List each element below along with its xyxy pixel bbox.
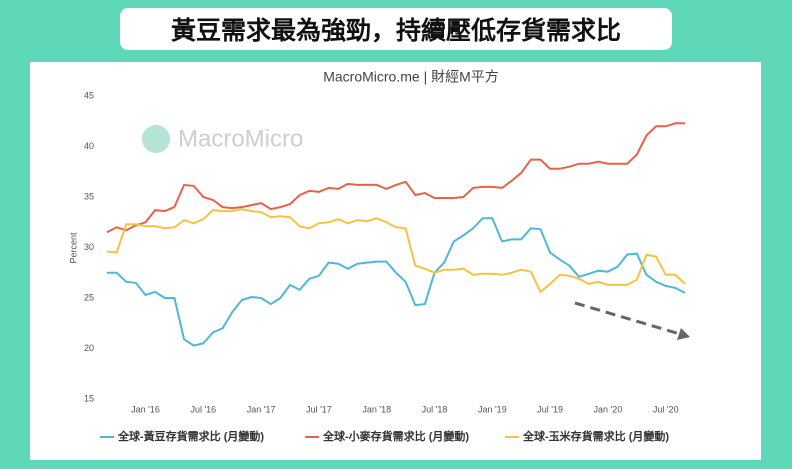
x-tick-label: Jul '16: [190, 404, 216, 414]
y-tick-label: 30: [84, 242, 94, 252]
legend-label: 全球-玉米存貨需求比 (月變動): [522, 429, 669, 443]
x-tick-label: Jul '18: [422, 404, 448, 414]
trend-arrow-head: [677, 328, 690, 340]
series-line: [107, 217, 686, 347]
x-tick-label: Jul '19: [537, 404, 563, 414]
y-axis-label: Percent: [68, 232, 78, 264]
watermark: MacroMicro: [178, 125, 303, 152]
x-tick-label: Jan '18: [362, 404, 391, 414]
x-tick-label: Jan '19: [478, 404, 507, 414]
watermark-logo: [142, 125, 170, 153]
y-tick-label: 20: [84, 343, 94, 353]
x-tick-label: Jan '17: [247, 404, 276, 414]
page-title: 黃豆需求最為強勁，持續壓低存貨需求比: [120, 8, 672, 50]
y-tick-label: 35: [84, 191, 94, 201]
trend-arrow: [574, 301, 681, 336]
x-tick-label: Jan '20: [594, 404, 623, 414]
x-tick-label: Jul '20: [653, 404, 679, 414]
y-tick-label: 45: [84, 90, 94, 100]
x-tick-label: Jan '16: [131, 404, 160, 414]
y-tick-label: 15: [84, 393, 94, 403]
y-tick-label: 25: [84, 292, 94, 302]
legend-label: 全球-小麥存貨需求比 (月變動): [322, 429, 469, 443]
chart-subtitle: MacroMicro.me | 財經M平方: [323, 69, 499, 85]
x-tick-label: Jul '17: [306, 404, 332, 414]
series-line: [106, 208, 686, 294]
series-line: [106, 122, 685, 234]
y-tick-label: 40: [84, 141, 94, 151]
legend-label: 全球-黃豆存貨需求比 (月變動): [117, 429, 264, 443]
